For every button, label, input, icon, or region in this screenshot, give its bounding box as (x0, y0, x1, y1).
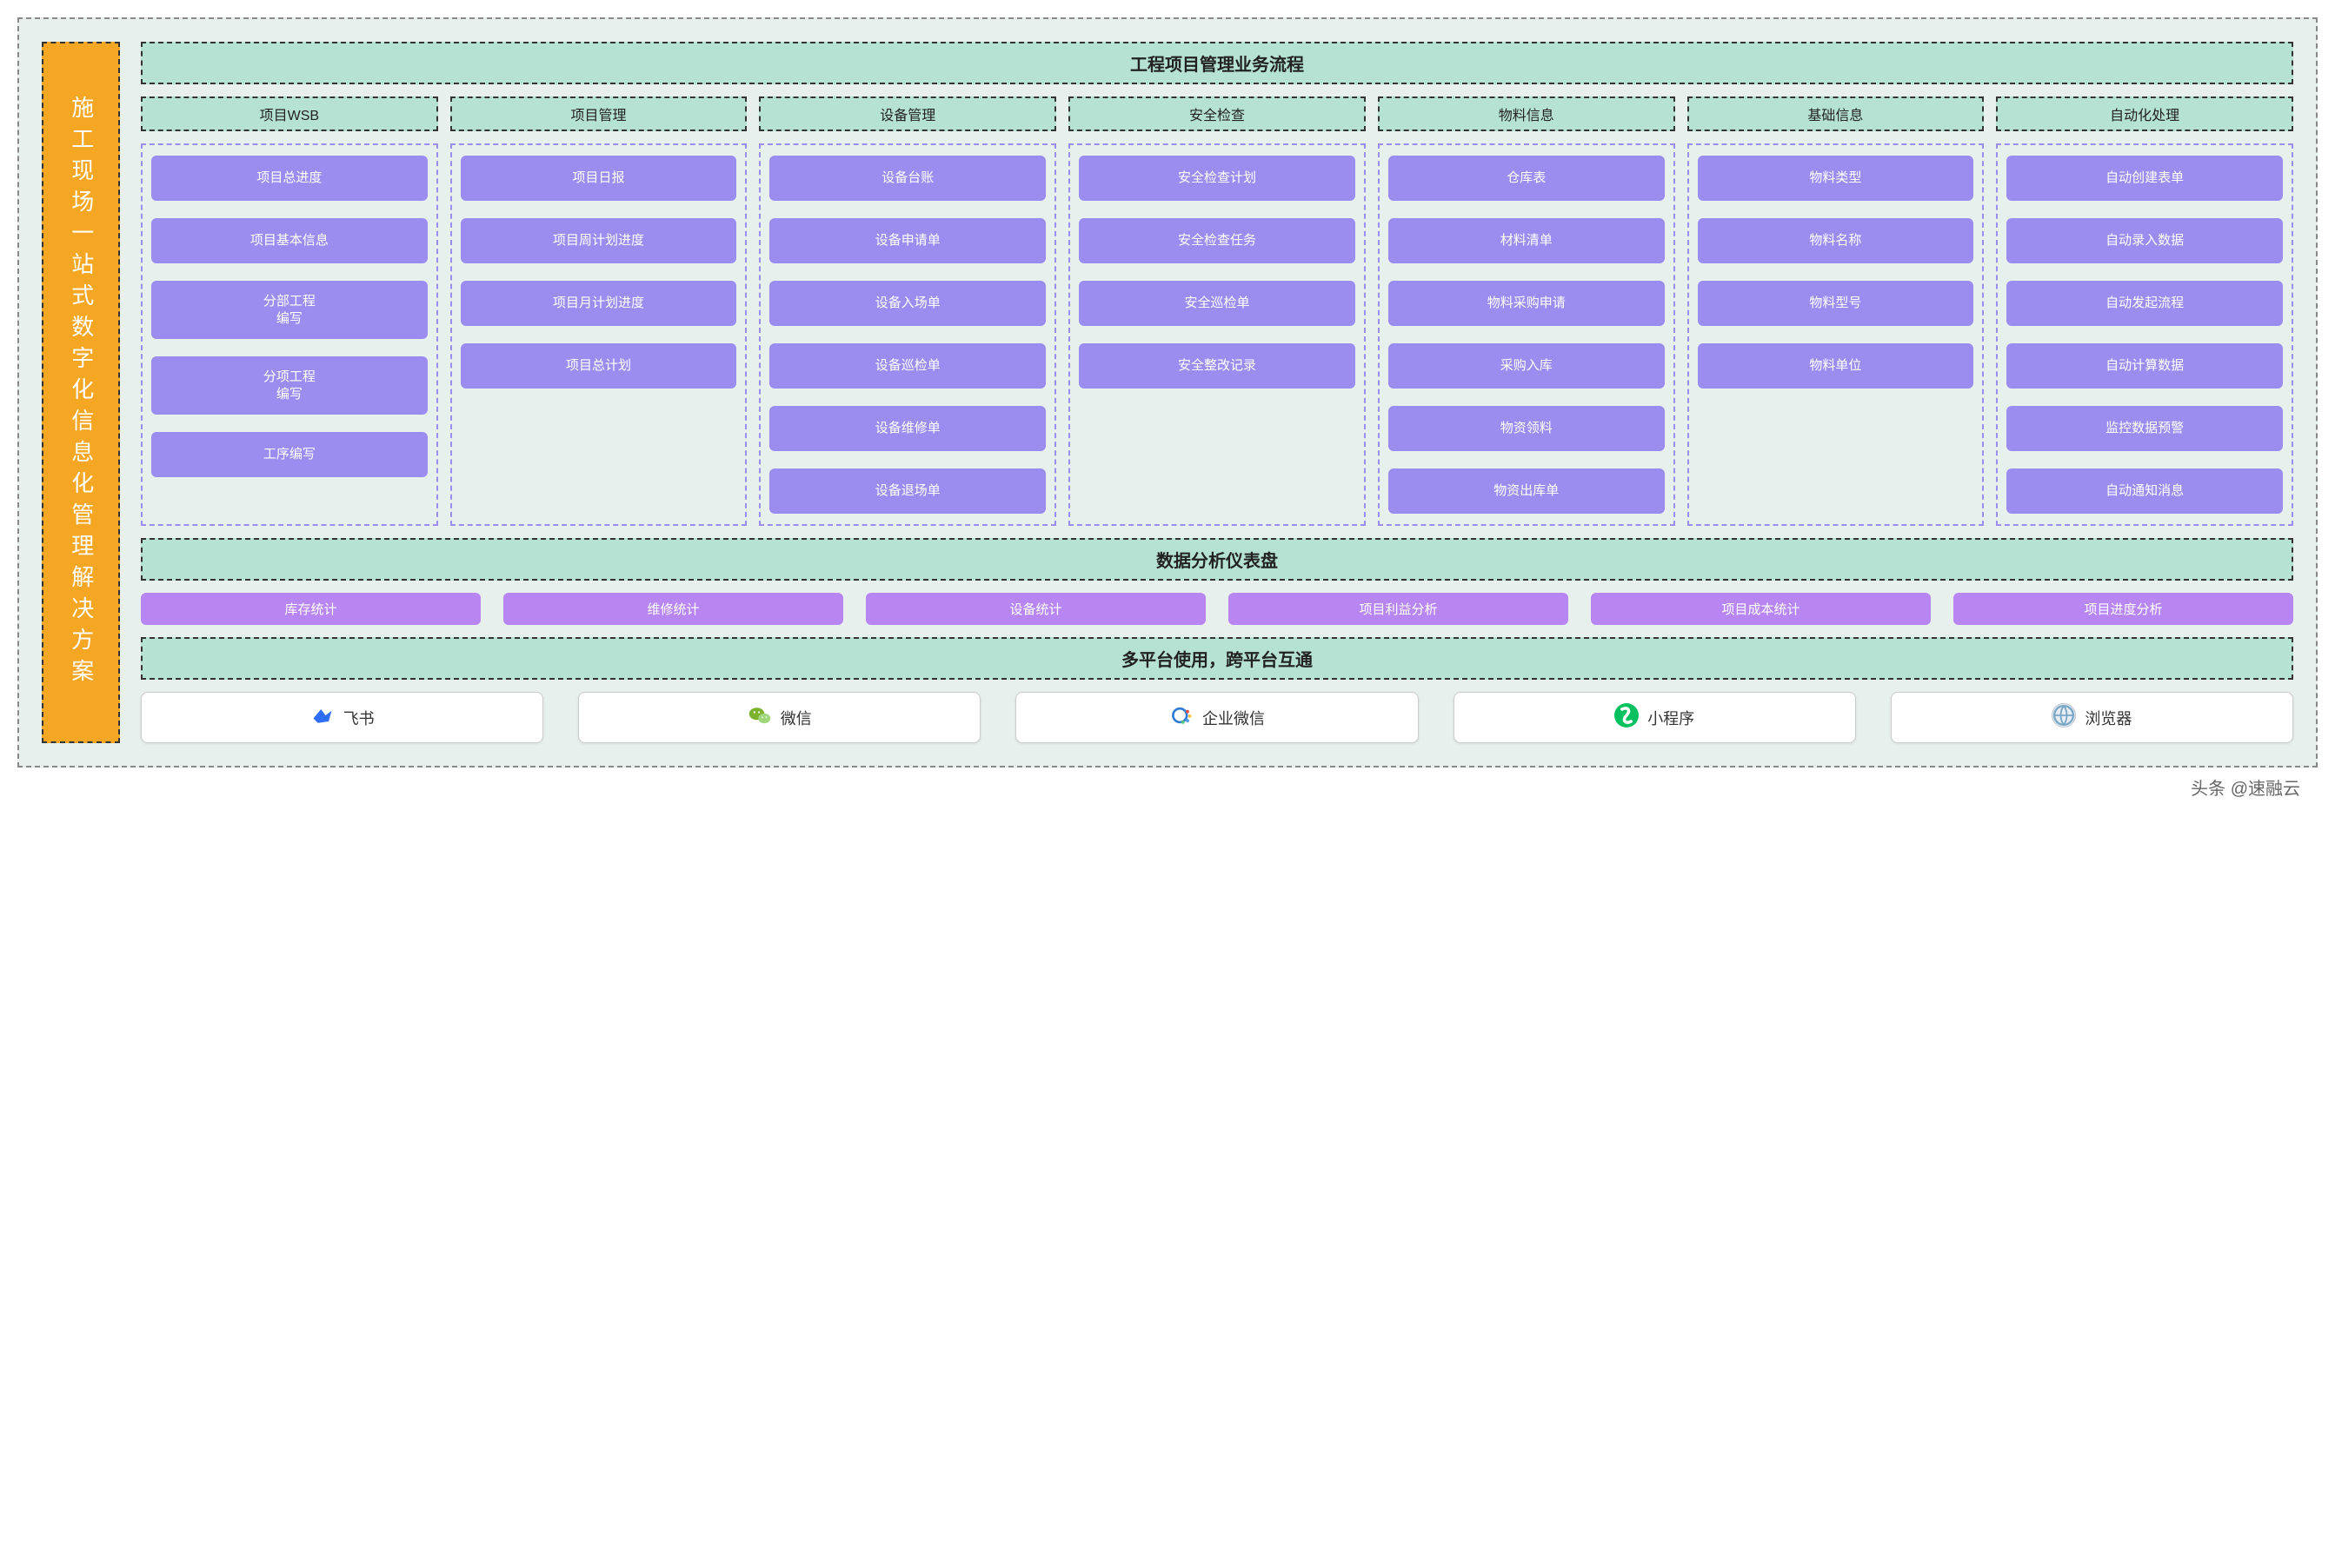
module-item: 自动创建表单 (2006, 156, 2283, 201)
platform-label: 企业微信 (1202, 707, 1265, 729)
stat-item: 项目进度分析 (1953, 593, 2293, 625)
module-item: 分部工程 编写 (151, 281, 428, 339)
module-item: 工序编写 (151, 432, 428, 477)
cat-header: 设备管理 (759, 96, 1056, 131)
module-item: 仓库表 (1388, 156, 1665, 201)
cat-header: 项目管理 (450, 96, 748, 131)
stat-item: 设备统计 (866, 593, 1206, 625)
module-item: 设备维修单 (769, 406, 1046, 451)
platform-banner: 多平台使用，跨平台互通 (141, 637, 2293, 680)
platform-item: 浏览器 (1891, 692, 2293, 743)
wecom-icon (1169, 703, 1194, 732)
platform-item: 微信 (578, 692, 981, 743)
module-item: 物料型号 (1698, 281, 1974, 326)
cat-header: 自动化处理 (1996, 96, 2293, 131)
module-item: 项目周计划进度 (461, 218, 737, 263)
dashboard-banner: 数据分析仪表盘 (141, 538, 2293, 581)
columns-row: 项目总进度项目基本信息分部工程 编写分项工程 编写工序编写项目日报项目周计划进度… (141, 143, 2293, 526)
miniprog-icon (1614, 703, 1639, 732)
module-item: 安全整改记录 (1079, 343, 1355, 389)
stat-item: 项目利益分析 (1228, 593, 1568, 625)
cat-header: 基础信息 (1687, 96, 1985, 131)
module-item: 安全巡检单 (1079, 281, 1355, 326)
module-item: 物料类型 (1698, 156, 1974, 201)
category-column: 项目总进度项目基本信息分部工程 编写分项工程 编写工序编写 (141, 143, 438, 526)
module-item: 自动通知消息 (2006, 468, 2283, 514)
module-item: 自动发起流程 (2006, 281, 2283, 326)
cat-header: 物料信息 (1378, 96, 1675, 131)
module-item: 自动计算数据 (2006, 343, 2283, 389)
diagram-frame: 施工现场一站式数字化信息化管理解决方案 工程项目管理业务流程 项目WSB 项目管… (17, 17, 2318, 767)
module-item: 自动录入数据 (2006, 218, 2283, 263)
module-item: 监控数据预警 (2006, 406, 2283, 451)
module-item: 项目日报 (461, 156, 737, 201)
stat-item: 维修统计 (503, 593, 843, 625)
top-banner: 工程项目管理业务流程 (141, 42, 2293, 84)
module-item: 物资出库单 (1388, 468, 1665, 514)
module-item: 设备巡检单 (769, 343, 1046, 389)
module-item: 物资领料 (1388, 406, 1665, 451)
module-item: 材料清单 (1388, 218, 1665, 263)
platform-label: 小程序 (1647, 707, 1694, 729)
platform-item: 企业微信 (1015, 692, 1418, 743)
side-title-text: 施工现场一站式数字化信息化管理解决方案 (63, 96, 99, 690)
platform-label: 浏览器 (2085, 707, 2132, 729)
category-column: 项目日报项目周计划进度项目月计划进度项目总计划 (450, 143, 748, 526)
stat-item: 库存统计 (141, 593, 481, 625)
module-item: 项目基本信息 (151, 218, 428, 263)
module-item: 设备台账 (769, 156, 1046, 201)
module-item: 分项工程 编写 (151, 356, 428, 415)
platform-item: 飞书 (141, 692, 543, 743)
platform-row: 飞书 微信 企业微信 小程序 浏览器 (141, 692, 2293, 743)
category-column: 设备台账设备申请单设备入场单设备巡检单设备维修单设备退场单 (759, 143, 1056, 526)
wechat-icon (748, 703, 772, 732)
module-item: 项目月计划进度 (461, 281, 737, 326)
platform-label: 飞书 (343, 707, 375, 729)
feishu-icon (310, 703, 335, 732)
module-item: 项目总进度 (151, 156, 428, 201)
browser-icon (2052, 703, 2076, 732)
module-item: 设备入场单 (769, 281, 1046, 326)
module-item: 安全检查计划 (1079, 156, 1355, 201)
module-item: 安全检查任务 (1079, 218, 1355, 263)
cat-header: 项目WSB (141, 96, 438, 131)
category-headers-row: 项目WSB 项目管理 设备管理 安全检查 物料信息 基础信息 自动化处理 (141, 96, 2293, 131)
stat-item: 项目成本统计 (1591, 593, 1931, 625)
module-item: 项目总计划 (461, 343, 737, 389)
category-column: 安全检查计划安全检查任务安全巡检单安全整改记录 (1068, 143, 1366, 526)
module-item: 设备申请单 (769, 218, 1046, 263)
cat-header: 安全检查 (1068, 96, 1366, 131)
module-item: 物料单位 (1698, 343, 1974, 389)
platform-item: 小程序 (1454, 692, 1856, 743)
category-column: 自动创建表单自动录入数据自动发起流程自动计算数据监控数据预警自动通知消息 (1996, 143, 2293, 526)
module-item: 物料采购申请 (1388, 281, 1665, 326)
side-title-panel: 施工现场一站式数字化信息化管理解决方案 (42, 42, 120, 743)
platform-label: 微信 (781, 707, 812, 729)
module-item: 物料名称 (1698, 218, 1974, 263)
main-content: 工程项目管理业务流程 项目WSB 项目管理 设备管理 安全检查 物料信息 基础信… (141, 42, 2293, 743)
stats-row: 库存统计维修统计设备统计项目利益分析项目成本统计项目进度分析 (141, 593, 2293, 625)
watermark-text: 头条 @速融云 (17, 767, 2318, 800)
module-item: 设备退场单 (769, 468, 1046, 514)
category-column: 仓库表材料清单物料采购申请采购入库物资领料物资出库单 (1378, 143, 1675, 526)
module-item: 采购入库 (1388, 343, 1665, 389)
category-column: 物料类型物料名称物料型号物料单位 (1687, 143, 1985, 526)
